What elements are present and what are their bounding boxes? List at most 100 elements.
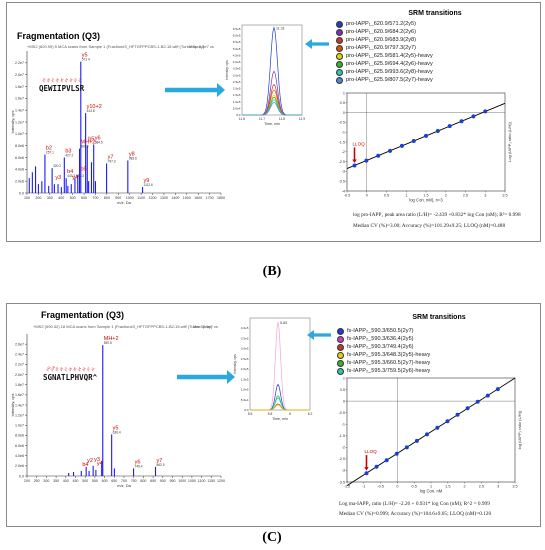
srm-b-legend-item: pro-IAPP₁_625.9/694.4(2y6)-heavy	[336, 60, 433, 68]
srm-b-legend-item: pro-IAPP₁_620.9/684.2(2y6)	[336, 28, 433, 36]
y-tick-label: -1	[342, 423, 345, 427]
y-tick-label: 3.5e5	[233, 67, 241, 71]
x-tick-label: 11.9	[299, 117, 305, 121]
fragment-marker: y7	[63, 366, 68, 371]
y-tick-label: -1.5	[338, 140, 345, 144]
legend-label: pro-IAPP₁_625.9/993.6(2y8)-heavy	[346, 69, 433, 75]
fragment-marker: y5	[59, 77, 64, 82]
x-tick-label: 100	[24, 196, 30, 200]
y-tick-label: 2.4e7	[15, 353, 24, 357]
legend-marker-icon	[336, 28, 343, 36]
y-tick-label: 4.5e5	[233, 53, 241, 57]
fragment-marker: y3	[81, 366, 86, 371]
calibration-point	[475, 399, 480, 404]
fragment-marker: y6	[55, 77, 60, 82]
ion-label: MH+2	[104, 336, 119, 342]
calibration-point	[459, 119, 464, 124]
scan-max-c: Max. 2.6e7 cs	[193, 324, 218, 329]
srm-b-legend-item: pro-IAPP₁_620.9/571.2(2y5)	[336, 20, 433, 28]
y-tick-label: 2.5e5	[233, 80, 241, 84]
legend-label: pro-IAPP₁_620.9/684.2(2y6)	[346, 29, 416, 35]
plot-frame	[249, 317, 311, 411]
panel-label-c: (C)	[262, 530, 282, 545]
ion-label: b5	[80, 166, 86, 172]
y-tick-label: -2.5	[338, 457, 345, 461]
y-tick-label: 1.5e5	[241, 377, 249, 381]
x-tick-label: 600	[102, 479, 108, 483]
x-tick-label: 800	[140, 479, 146, 483]
x-tick-label: 600	[81, 196, 87, 200]
ion-label: y6	[95, 135, 101, 141]
srm-title-b: SRM transitions	[408, 10, 462, 17]
y-tick-label: -3.5	[338, 480, 345, 484]
calibration-point	[404, 445, 409, 450]
arrow-left-icon	[305, 39, 329, 49]
x-tick-label: 450	[73, 479, 79, 483]
x-axis-title: m/z, Da	[117, 200, 132, 205]
y-tick-label: 5.5e5	[233, 40, 241, 44]
legend-label: fs-IAPP₂_595.3/759.5(2y6)-heavy	[347, 368, 431, 374]
fragment-marker: y1	[90, 366, 95, 371]
x-tick-label: 2	[464, 485, 466, 489]
legend-label: fs-IAPP₂_590.3/749.4(2y6)	[347, 344, 414, 350]
y-tick-label: 1.6e7	[15, 97, 24, 101]
legend-marker-icon	[336, 52, 343, 60]
y-tick-label: 4.0e6	[15, 168, 24, 172]
ion-label: b4	[67, 169, 73, 175]
x-tick-label: -0.5	[344, 194, 351, 198]
y-tick-label: 2.6e7	[15, 342, 24, 346]
calibration-point	[384, 458, 389, 463]
y-tick-label: 1.4e7	[15, 108, 24, 112]
legend-marker-icon	[336, 20, 343, 28]
y-tick-label: -0.5	[338, 411, 345, 415]
stats-c: Median CV (%)=0.999; Accuracy (%)=104.6±…	[339, 511, 492, 517]
x-tick-label: 300	[43, 479, 49, 483]
legend-label: pro-IAPP₁_620.9/571.2(2y5)	[346, 21, 416, 27]
scan-max-b: Max. 2.3e7 cs	[189, 44, 214, 49]
ion-label: y5	[82, 53, 88, 59]
x-tick-label: 700	[92, 196, 98, 200]
equation-b: log pro-IAPP₁ peak area ratio (L/H)= -2.…	[353, 212, 521, 218]
y-tick-label: 8.0e6	[15, 144, 24, 148]
x-tick-label: 1000	[178, 479, 186, 483]
y-tick-label: 3.0e5	[233, 73, 241, 77]
fragment-marker: y9	[41, 77, 46, 82]
y-tick-label: 5.0e4	[241, 398, 249, 402]
x-tick-label: 1.5	[445, 485, 450, 489]
srm-title-c: SRM transitions	[412, 314, 466, 321]
x-tick-label: 550	[92, 479, 98, 483]
calibration-chart-c: -3.5 -3 -2.5 -2 -1.5 -1 -0.5 0 0.5 1 -1.5 -1 -0.5 0 0.…	[338, 376, 522, 493]
peak-mz-label: 797.3	[108, 159, 116, 163]
x-tick-label: 650	[111, 479, 117, 483]
y-tick-label: 1	[343, 376, 345, 380]
x-tick-label: 200	[35, 196, 41, 200]
fragment-marker: y7	[50, 77, 55, 82]
y-tick-label: 6.0e5	[233, 34, 241, 38]
x-tick-label: -0.5	[377, 485, 384, 489]
fragment-marker: y8	[59, 366, 64, 371]
x-tick-label: 0	[366, 194, 368, 198]
ion-label: b4	[82, 462, 88, 468]
x-tick-label: 850	[150, 479, 156, 483]
y-tick-label: 8.0e6	[15, 434, 24, 438]
y-tick-label: 4.0e5	[241, 326, 249, 330]
x-tick-label: 250	[34, 479, 40, 483]
y-tick-label: 0.0	[19, 191, 24, 195]
x-axis-title: log Con. nM), n=3	[409, 198, 443, 203]
peak-mz-label: 571.4	[82, 58, 90, 62]
y-tick-label: -2.5	[338, 160, 345, 164]
calibration-point	[364, 158, 369, 163]
y-axis-title: Log (IAPP₁ ratio (L/H))	[507, 121, 512, 161]
srm-b-legend-item: pro-IAPP₁_625.9/581.4(2y5)-heavy	[336, 52, 433, 60]
srm-c-legend-item: fs-IAPP₂_590.3/650.5(2y7)	[337, 327, 430, 335]
x-tick-label: 1300	[160, 196, 168, 200]
peak-mz-label: 862.5	[157, 463, 165, 467]
spectrum-chart-c: 0.0 2.0e6 4.0e6 6.0e6 8.0e6 1.0e7 1.2e7 1.4e7 1.…	[11, 334, 225, 488]
y-axis-title: Intensity, cps	[233, 354, 237, 374]
srm-c-legend-item: fs-IAPP₂_595.3/660.5(2y7)-heavy	[337, 359, 430, 367]
arrow-right-icon	[165, 83, 225, 97]
y-axis-title: Intensity, cps	[11, 110, 15, 133]
fragment-marker: y5	[72, 366, 77, 371]
calibration-point	[483, 109, 488, 114]
x-tick-label: 2.5	[463, 194, 468, 198]
